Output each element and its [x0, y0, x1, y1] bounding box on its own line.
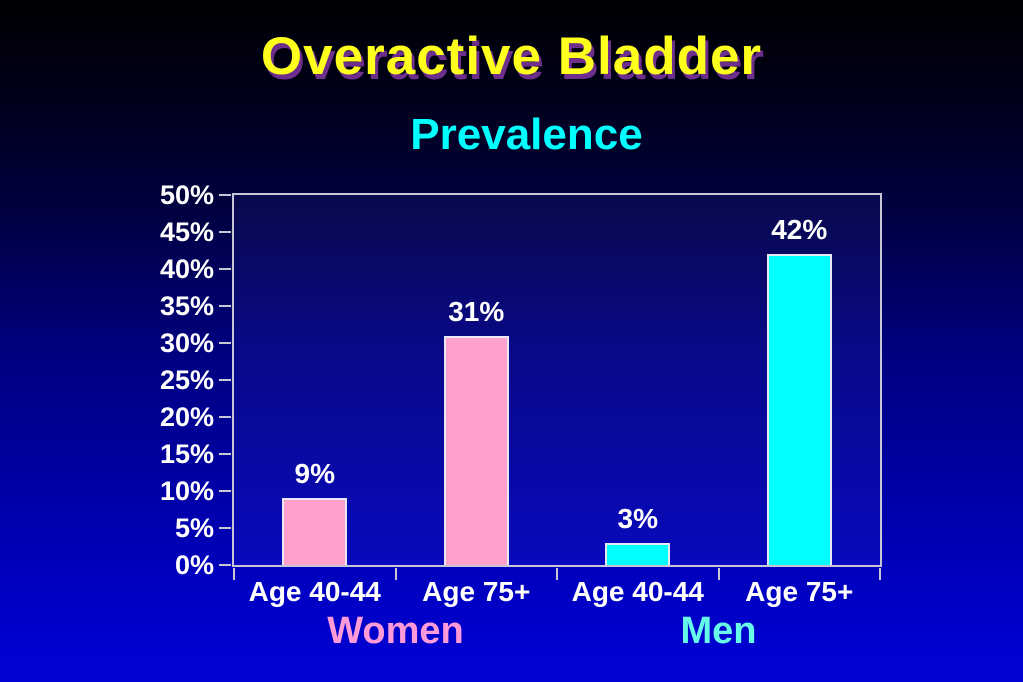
- y-axis-tick: [219, 416, 231, 418]
- y-axis-tick: [219, 305, 231, 307]
- x-axis-tick: [394, 568, 397, 580]
- x-axis-category-label: Age 40-44: [248, 576, 381, 607]
- slide-title: Overactive Bladder: [260, 27, 763, 86]
- bar: [766, 254, 832, 565]
- x-axis-category-label: Age 40-44: [571, 576, 704, 607]
- y-axis-tick-label: 35%: [159, 291, 214, 321]
- x-axis-category-label: Age 75+: [745, 576, 854, 607]
- bar: [443, 335, 509, 565]
- y-axis-tick: [219, 490, 231, 492]
- y-axis-tick: [219, 379, 231, 381]
- group-label: Women: [327, 610, 464, 652]
- bar-value-label: 31%: [448, 295, 505, 327]
- y-axis-tick-label: 40%: [159, 254, 214, 284]
- y-axis-tick-label: 45%: [159, 217, 214, 247]
- y-axis-tick-label: 5%: [174, 513, 214, 543]
- x-axis-category-labels: Age 40-44 Age 75+ Age 40-44 Age 75+: [234, 576, 880, 608]
- y-axis-tick-label: 20%: [159, 402, 214, 432]
- y-axis-tick: [219, 342, 231, 344]
- bar: [282, 498, 348, 565]
- y-axis-tick: [219, 453, 231, 455]
- chart-title: Prevalence: [410, 110, 643, 159]
- x-axis-tick: [717, 568, 720, 580]
- bar-value-label: 42%: [771, 214, 828, 246]
- x-axis-category-label: Age 75+: [422, 576, 531, 607]
- y-axis-tick-label: 15%: [159, 439, 214, 469]
- y-axis-tick-label: 25%: [159, 365, 214, 395]
- group-label: Men: [680, 610, 757, 652]
- y-axis-tick: [219, 564, 231, 566]
- y-axis-tick: [219, 194, 231, 196]
- x-axis-tick: [556, 568, 558, 580]
- bar: [605, 542, 671, 565]
- y-axis-tick-label: 50%: [159, 180, 214, 210]
- x-axis-tick: [879, 568, 881, 580]
- y-axis-tick-label: 10%: [159, 476, 214, 506]
- bar-value-label: 9%: [294, 458, 335, 490]
- y-axis-tick-label: 30%: [159, 328, 214, 358]
- y-axis-tick: [219, 231, 231, 233]
- y-axis-tick: [219, 527, 231, 529]
- plot-area: 0% 5% 10% 15% 20% 25% 30% 35% 40% 45% 50% 9% 31% 3% 42…: [160, 180, 882, 580]
- y-axis-tick-label: 0%: [174, 550, 214, 580]
- bar-value-label: 3%: [617, 502, 658, 534]
- group-labels: Women Men: [234, 610, 880, 658]
- x-axis-tick: [233, 568, 235, 580]
- y-axis-tick: [219, 268, 231, 270]
